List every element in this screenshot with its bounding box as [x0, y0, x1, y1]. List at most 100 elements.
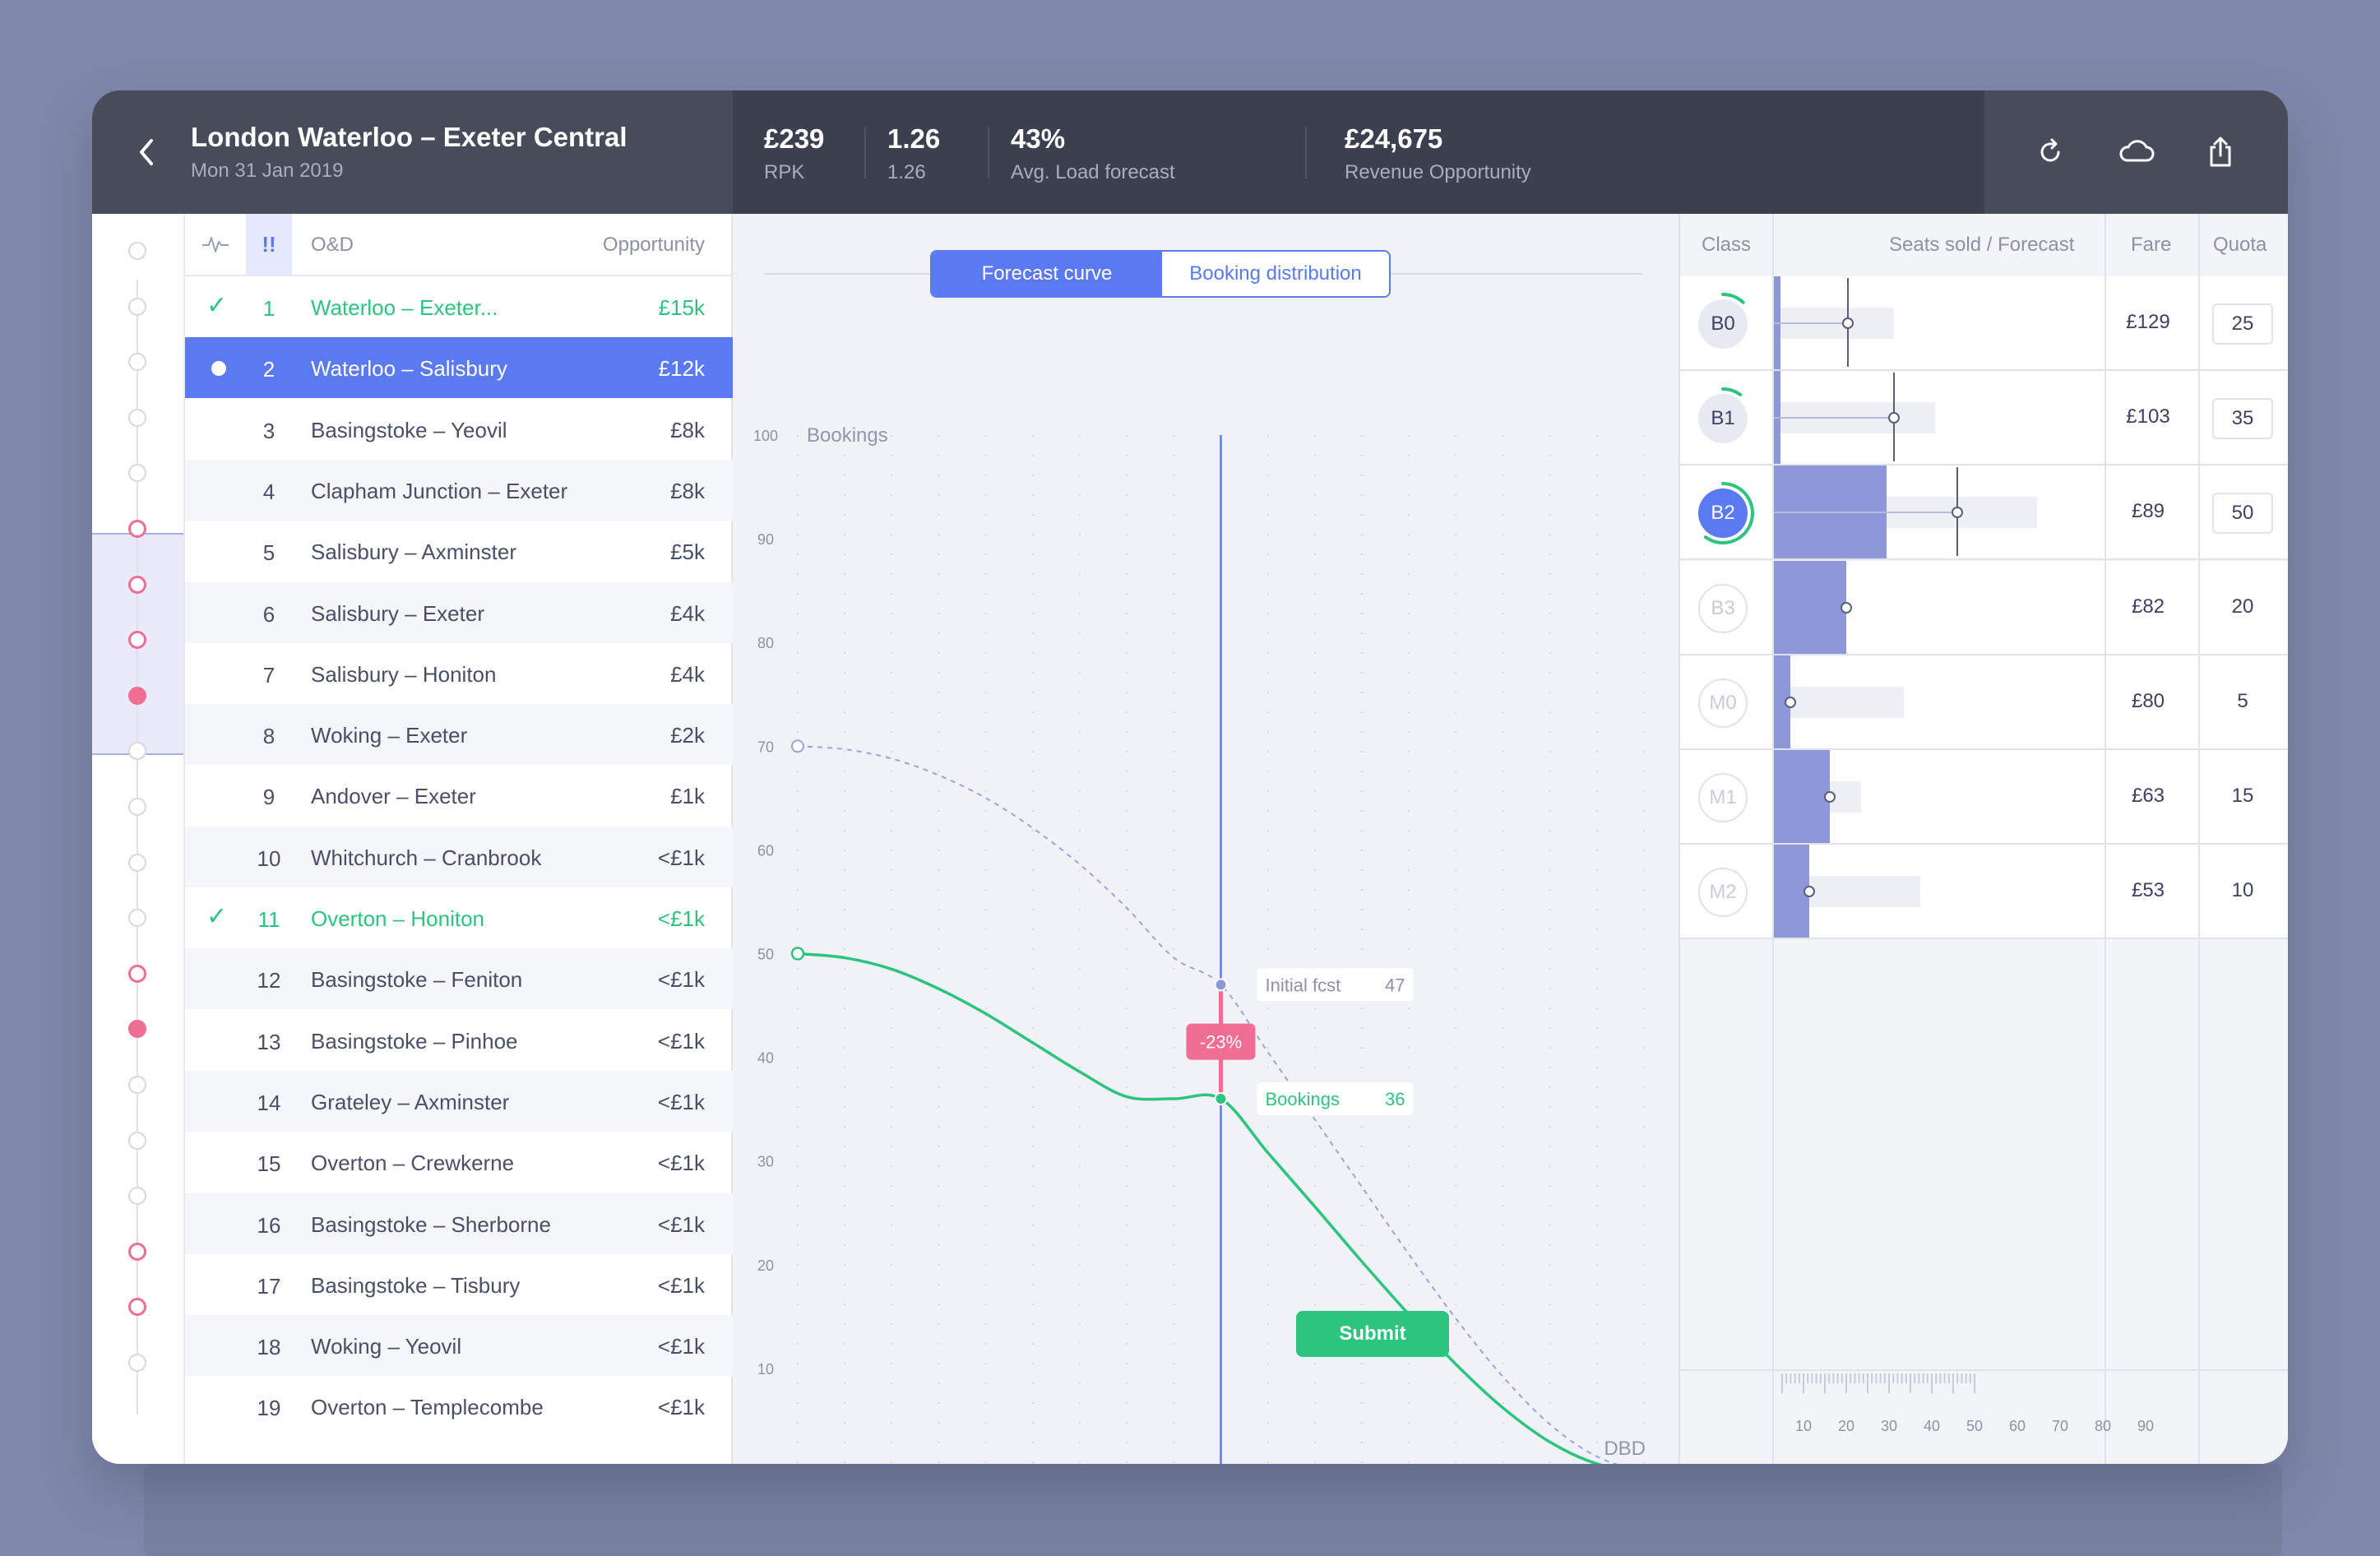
od-row[interactable]: 8 Woking – Exeter £2k	[185, 704, 733, 766]
od-row-name: Basingstoke – Yeovil	[311, 417, 507, 442]
timeline-dot[interactable]	[128, 1187, 146, 1206]
od-row[interactable]: 6 Salisbury – Exeter £4k	[185, 581, 733, 643]
od-row-number: 19	[257, 1396, 281, 1421]
timeline-dot[interactable]	[128, 631, 146, 650]
opportunity-column-header[interactable]: Opportunity	[602, 234, 705, 256]
refresh-button[interactable]	[2030, 132, 2071, 173]
timeline-dot[interactable]	[128, 520, 146, 538]
timeline-dot[interactable]	[128, 1131, 146, 1150]
timeline-dot[interactable]	[128, 853, 146, 872]
timeline-dot[interactable]	[128, 464, 146, 483]
forecast-handle[interactable]	[1823, 791, 1836, 803]
timeline-dot[interactable]	[128, 1298, 146, 1317]
od-row[interactable]: 16 Basingstoke – Sherborne <£1k	[185, 1192, 733, 1254]
od-row-name: Andover – Exeter	[311, 784, 476, 809]
class-badge[interactable]: B1	[1698, 394, 1748, 444]
timeline-dot[interactable]	[128, 686, 146, 705]
od-row[interactable]: 18 Woking – Yeovil <£1k	[185, 1315, 733, 1377]
background-shadow	[144, 1464, 2282, 1556]
forecast-handle[interactable]	[1840, 601, 1852, 614]
class-badge[interactable]: B2	[1698, 489, 1748, 539]
timeline-dot[interactable]	[128, 1354, 146, 1372]
od-row-name: Basingstoke – Feniton	[311, 967, 523, 993]
quota-input[interactable]	[2212, 493, 2273, 535]
class-badge[interactable]: M0	[1698, 678, 1748, 728]
timeline-dot[interactable]	[128, 742, 146, 761]
od-row[interactable]: 2 Waterloo – Salisbury £12k	[185, 337, 733, 399]
tab-forecast-curve[interactable]: Forecast curve	[932, 252, 1162, 296]
fare-value: £89	[2131, 500, 2165, 523]
kpi-divider	[864, 127, 866, 178]
axis-tick-label: 30	[1881, 1418, 1897, 1434]
od-row[interactable]: 10 Whitchurch – Cranbrook <£1k	[185, 826, 733, 887]
timeline-dot[interactable]	[128, 408, 146, 427]
od-row[interactable]: 12 Basingstoke – Feniton <£1k	[185, 948, 733, 1010]
od-row[interactable]: 7 Salisbury – Honiton £4k	[185, 643, 733, 704]
header-actions	[1984, 90, 2288, 214]
route-date: Mon 31 Jan 2019	[191, 160, 344, 182]
submit-button[interactable]: Submit	[1296, 1311, 1449, 1357]
timeline-dot[interactable]	[128, 964, 146, 983]
quota-value: 20	[2231, 595, 2254, 618]
axis-tick-label: 90	[2137, 1418, 2154, 1434]
forecast-handle[interactable]	[1951, 507, 1963, 519]
od-row-name: Waterloo – Salisbury	[311, 356, 507, 382]
kpi-revenue-opportunity: £24,675 Revenue Opportunity	[1345, 123, 1531, 184]
fare-value: £53	[2131, 879, 2165, 902]
y-tick-label: 50	[757, 947, 774, 963]
timeline-dot[interactable]	[128, 798, 146, 816]
class-badge[interactable]: B0	[1698, 299, 1748, 349]
od-row[interactable]: 3 Basingstoke – Yeovil £8k	[185, 399, 733, 460]
od-row-name: Basingstoke – Pinhoe	[311, 1028, 518, 1054]
od-column-header[interactable]: O&D	[311, 234, 354, 256]
forecast-handle[interactable]	[1842, 317, 1854, 329]
timeline-dot[interactable]	[128, 242, 146, 260]
timeline-dot[interactable]	[128, 1076, 146, 1094]
forecast-handle[interactable]	[1785, 696, 1797, 708]
forecast-leader	[1774, 417, 1895, 419]
od-row[interactable]: 5 Salisbury – Axminster £5k	[185, 521, 733, 581]
tab-booking-distribution[interactable]: Booking distribution	[1162, 252, 1389, 296]
timeline-dot[interactable]	[128, 1020, 146, 1039]
cloud-button[interactable]	[2116, 132, 2157, 173]
timeline-dot[interactable]	[128, 1242, 146, 1261]
timeline-dot[interactable]	[128, 575, 146, 594]
od-row[interactable]: ✓ 11 Overton – Honiton <£1k	[185, 887, 733, 948]
seats-sold-bar	[1774, 655, 1791, 748]
od-row[interactable]: 14 Grateley – Axminster <£1k	[185, 1070, 733, 1132]
seats-axis: 10 20 30 40 50 60 70 80 90	[1781, 1373, 2154, 1434]
priority-filter[interactable]: !!	[246, 214, 292, 275]
y-tick-label: 100	[753, 428, 778, 444]
od-row[interactable]: 9 Andover – Exeter £1k	[185, 765, 733, 826]
axis-tick-label: 80	[2095, 1418, 2111, 1434]
od-row[interactable]: 13 Basingstoke – Pinhoe <£1k	[185, 1010, 733, 1071]
kpi-value: £239	[764, 123, 825, 154]
forecast-handle[interactable]	[1803, 886, 1815, 898]
timeline-dot[interactable]	[128, 353, 146, 372]
class-badge[interactable]: M1	[1698, 773, 1748, 822]
timeline-rail	[92, 214, 185, 1464]
back-button[interactable]	[125, 130, 169, 174]
activity-filter[interactable]	[185, 214, 246, 275]
quota-input[interactable]	[2212, 398, 2273, 440]
class-badge[interactable]: B3	[1698, 583, 1748, 633]
timeline-dot[interactable]	[128, 297, 146, 316]
refresh-icon	[2040, 138, 2060, 162]
timeline-dot[interactable]	[128, 909, 146, 928]
od-row[interactable]: 17 Basingstoke – Tisbury <£1k	[185, 1254, 733, 1315]
od-row[interactable]: 15 Overton – Crewkerne <£1k	[185, 1132, 733, 1192]
quota-input[interactable]	[2212, 303, 2273, 345]
class-badge[interactable]: M2	[1698, 868, 1748, 918]
forecast-chart[interactable]: 102030405060708090100BookingsDBD01020304…	[733, 214, 1679, 1464]
forecast-handle[interactable]	[1888, 412, 1901, 424]
od-row-opportunity: <£1k	[657, 1272, 705, 1298]
share-button[interactable]	[2200, 132, 2241, 173]
od-row-number: 11	[257, 907, 280, 932]
kpi-label: Revenue Opportunity	[1345, 161, 1531, 183]
seats-sold-bar	[1774, 560, 1846, 654]
od-row[interactable]: 19 Overton – Templecombe <£1k	[185, 1376, 733, 1437]
od-row-name: Overton – Honiton	[311, 906, 485, 931]
od-row[interactable]: 4 Clapham Junction – Exeter £8k	[185, 459, 733, 521]
od-row[interactable]: ✓ 1 Waterloo – Exeter... £15k	[185, 276, 733, 337]
od-row-number: 16	[257, 1212, 281, 1238]
